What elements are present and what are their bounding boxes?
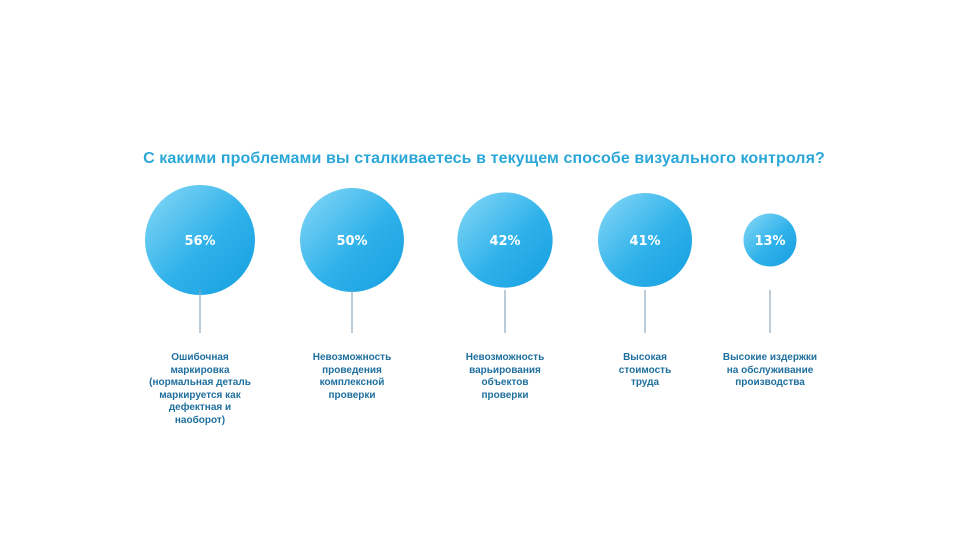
bubble-4 bbox=[597, 192, 693, 288]
bubble-value-label-4: 41% bbox=[629, 234, 660, 249]
category-label-2: Невозможность проведения комплексной про… bbox=[312, 352, 392, 401]
bubble-2 bbox=[300, 188, 404, 292]
chart-title: С какими проблемами вы сталкиваетесь в т… bbox=[143, 150, 825, 167]
category-label-5: Высокие издержки на обслуживание произво… bbox=[722, 352, 818, 388]
bubble-value-label-2: 50% bbox=[336, 234, 367, 249]
category-label-1: Ошибочная маркировка (нормальная деталь … bbox=[149, 352, 251, 426]
bubble-5 bbox=[743, 213, 797, 267]
bubble-value-label-3: 42% bbox=[489, 234, 520, 249]
category-label-3: Невозможность варьирования объектов пров… bbox=[465, 352, 545, 401]
category-label-4: Высокая стоимость труда bbox=[618, 352, 672, 388]
bubble-value-label-1: 56% bbox=[184, 234, 215, 249]
bubble-3 bbox=[457, 192, 553, 288]
bubble-1 bbox=[145, 185, 255, 295]
bubble-value-label-5: 13% bbox=[754, 234, 785, 249]
